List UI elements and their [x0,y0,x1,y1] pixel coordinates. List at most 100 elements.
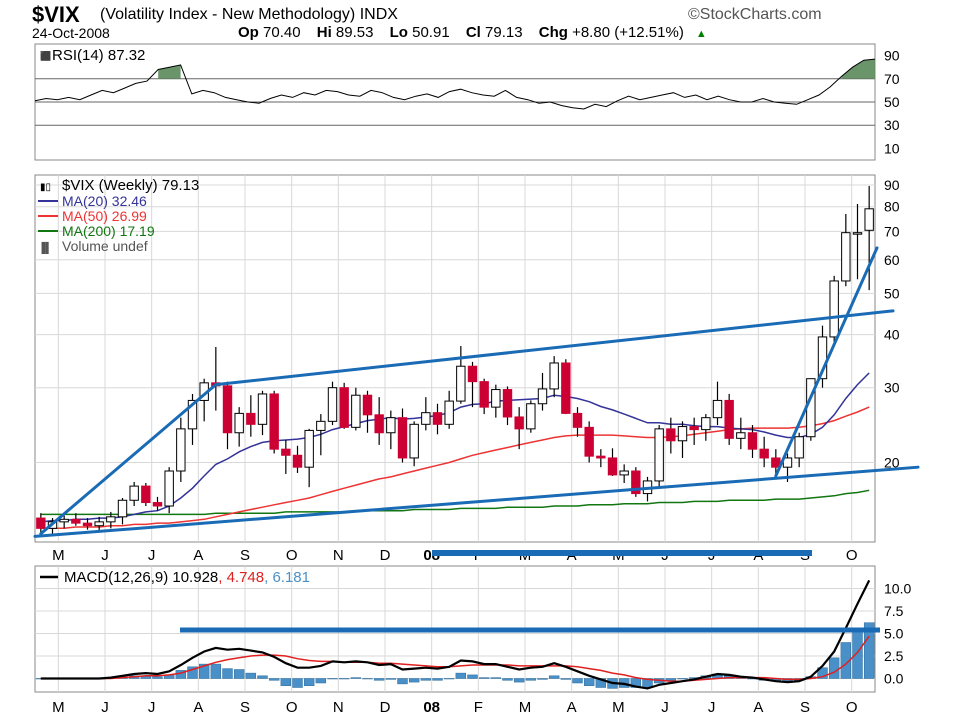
candle-body [526,403,536,430]
macd-x-tick-label: J [101,699,109,716]
candle-body [607,457,618,476]
candle-body [141,485,151,504]
ma200-line [40,489,870,516]
candle-body [479,381,489,408]
macd-x-tick-label: A [753,699,763,716]
price-x-tick-label: N [333,547,344,564]
up-arrow-icon: ▲ [695,28,707,40]
macd-histogram-bar [210,663,222,679]
upper-channel-trendline [214,309,895,387]
candle-body [736,432,746,439]
macd-tick-label: 5.0 [884,626,904,642]
macd-x-tick-label: N [333,699,344,716]
left-channel-trendline [39,383,218,536]
macd-x-tick-label: J [148,699,156,716]
rsi-panel: 90 70 50 30 10 ⬛ RSI(14) 87.32 [34,43,900,161]
macd-histogram-bar [408,678,420,683]
price-x-tick-label: O [286,547,298,564]
candle-body [444,400,454,425]
ohlc-summary: Op 70.40 Hi 89.53 Lo 50.91 Cl 79.13 Chg … [238,24,707,41]
macd-histogram-bar [478,677,490,679]
price-tick-label: 70 [884,223,900,239]
candle-body [117,499,128,518]
candle-body [666,428,676,442]
macd-x-tick-label: F [474,699,483,716]
price-x-tick-label: D [380,547,391,564]
candle-body [467,365,478,383]
rsi-tick-label: 10 [884,140,900,156]
candle-body [724,399,734,439]
macd-histogram-bar [397,678,408,685]
macd-histogram-bar [420,678,432,681]
candle-body [106,516,116,523]
candle-body [129,485,139,501]
price-tick-label: 20 [884,455,900,471]
chart-header: $VIX (Volatility Index - New Methodology… [0,0,960,44]
macd-histogram-bar [513,678,525,683]
macd-histogram-bar [432,678,443,681]
candle-body [386,417,396,434]
rsi-overbought-fill [841,59,875,79]
candle-body [712,399,723,419]
macd-histogram-bar [303,678,315,686]
macd-histogram-bar [467,674,478,679]
macd-tick-label: 10.0 [884,581,911,597]
candle-body [421,412,431,425]
candle-body [701,417,711,431]
macd-x-tick-label: A [567,699,577,716]
candle-body [409,423,419,459]
macd-x-tick-label: 08 [423,699,440,716]
macd-x-tick-label: O [846,699,858,716]
candle-body [222,385,233,434]
candle-body [514,416,524,430]
candle-body [281,448,291,456]
macd-histogram-bar [350,677,362,679]
legend-entry: MA(200) 17.19 [62,223,155,239]
macd-title: MACD(12,26,9) 10.928, 4.748, 6.181 [64,569,310,586]
ticker-description: (Volatility Index - New Methodology) IND… [100,6,398,23]
price-tick-label: 80 [884,199,900,215]
candle-body [292,454,303,468]
candle-body [631,470,641,495]
macd-line [40,579,871,690]
candle-body [94,521,104,527]
rsi-tick-label: 90 [884,48,900,64]
candle-body [374,414,384,434]
rsi-title: RSI(14) 87.32 [52,47,145,64]
macd-histogram-bar [268,678,280,681]
candle-body [59,518,69,523]
macd-histogram-bar [385,678,397,680]
macd-x-tick-label: M [519,699,532,716]
macd-histogram-bar [338,678,350,680]
macd-histogram-bar [222,668,233,679]
candle-body [677,426,688,442]
macd-histogram-bar [233,669,245,679]
macd-tick-label: 7.5 [884,603,904,619]
price-tick-label: 30 [884,380,900,396]
macd-histogram-bar [525,678,537,681]
macd-panel: M J J A S O N D 08 F M A M J J A S O 10.0 7.5 5.0 2.5 0.0 MACD(… [34,565,911,716]
macd-x-tick-label: M [612,699,625,716]
volume-legend-icon: ▐▌ [38,241,52,255]
price-tick-label: 40 [884,327,900,343]
macd-x-tick-label: D [380,699,391,716]
candle-body [327,387,338,422]
macd-histogram-bar [548,675,560,679]
chart-date: 24-Oct-2008 [32,25,110,41]
candle-body [257,393,268,425]
candle-body [82,522,93,527]
candle-body [596,455,606,459]
ticker-symbol: $VIX [32,2,80,27]
candle-body [152,502,163,507]
macd-histogram-bar [852,629,863,679]
candle-body [316,420,326,431]
price-x-tick-label: M [52,547,65,564]
candle-body [351,394,361,428]
candle-body [841,232,851,282]
candle-body [759,448,769,459]
price-title: $VIX (Weekly) 79.13 [62,177,199,194]
legend-entry: MA(50) 26.99 [62,208,147,224]
macd-x-tick-label: O [286,699,298,716]
price-legend-icon: ▮▯ [40,182,51,193]
candle-body [654,428,664,482]
